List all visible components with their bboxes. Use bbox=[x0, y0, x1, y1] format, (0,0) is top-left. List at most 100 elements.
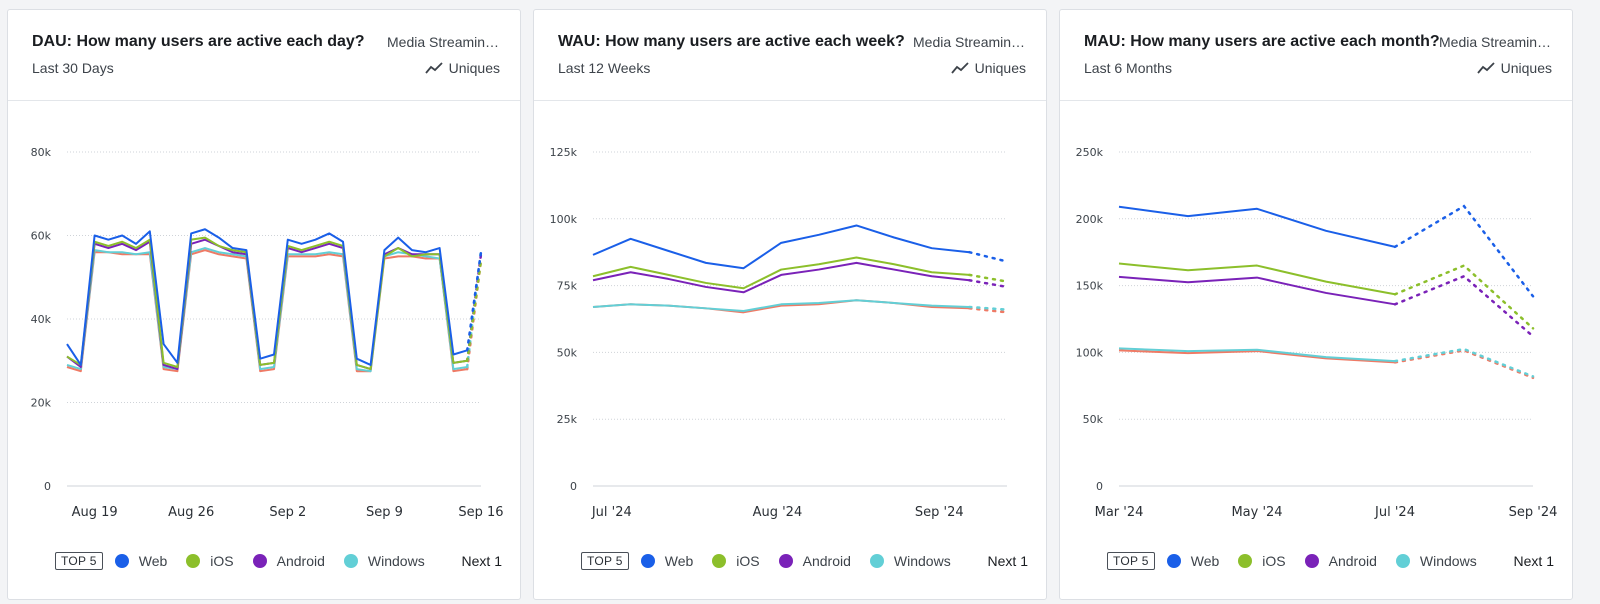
series-line-ios[interactable] bbox=[1118, 262, 1396, 296]
legend-label: Android bbox=[1328, 553, 1377, 569]
y-tick-label: 200k bbox=[1076, 213, 1104, 226]
series-line-windows[interactable] bbox=[66, 247, 468, 373]
y-tick-label: 0 bbox=[570, 480, 577, 493]
series-projection-ios bbox=[465, 259, 483, 362]
series-line-other[interactable] bbox=[592, 299, 970, 314]
legend-dot bbox=[1304, 554, 1319, 568]
metric-selector[interactable]: Uniques bbox=[950, 60, 1026, 76]
series-projection-ios bbox=[1393, 264, 1535, 330]
legend-next-button[interactable]: Next 1 bbox=[987, 553, 1028, 569]
legend-item-android[interactable]: Android bbox=[252, 553, 325, 569]
series-line-windows[interactable] bbox=[1118, 347, 1396, 363]
legend-next-button[interactable]: Next 1 bbox=[461, 553, 502, 569]
legend-item-web[interactable]: Web bbox=[1166, 553, 1220, 569]
wau-card: WAU: How many users are active each week… bbox=[533, 9, 1047, 600]
x-tick-label: Aug '24 bbox=[753, 505, 803, 520]
y-tick-label: 25k bbox=[557, 413, 578, 426]
mau-card: MAU: How many users are active each mont… bbox=[1059, 9, 1573, 600]
card-title[interactable]: DAU: How many users are active each day? bbox=[32, 33, 365, 50]
series-projection-web bbox=[968, 250, 1009, 263]
series-line-ios[interactable] bbox=[592, 256, 970, 290]
metric-selector[interactable]: Uniques bbox=[424, 60, 500, 76]
card-header: WAU: How many users are active each week… bbox=[534, 10, 1046, 101]
legend-label: Android bbox=[802, 553, 851, 569]
x-tick-label: Aug 19 bbox=[72, 505, 118, 520]
y-tick-label: 75k bbox=[557, 280, 578, 293]
series-line-web[interactable] bbox=[1118, 205, 1396, 248]
metric-label: Uniques bbox=[974, 60, 1026, 76]
legend-dot bbox=[1166, 554, 1181, 568]
x-tick-label: Sep '24 bbox=[1509, 505, 1558, 520]
x-tick-label: Sep 2 bbox=[269, 505, 306, 520]
series-line-other[interactable] bbox=[1118, 349, 1396, 364]
metric-selector[interactable]: Uniques bbox=[1476, 60, 1552, 76]
chart-legend: TOP 5 Web iOS Android Windows Next 1 bbox=[581, 550, 1028, 572]
legend-label: Windows bbox=[893, 553, 951, 569]
date-range-label: Last 12 Weeks bbox=[558, 60, 651, 76]
legend-item-windows[interactable]: Windows bbox=[1395, 553, 1477, 569]
y-tick-label: 150k bbox=[1076, 280, 1104, 293]
x-tick-label: Mar '24 bbox=[1095, 505, 1144, 520]
series-line-windows[interactable] bbox=[592, 299, 970, 312]
top5-toggle[interactable]: TOP 5 bbox=[581, 552, 629, 570]
series-line-android[interactable] bbox=[592, 261, 970, 294]
x-tick-label: Aug 26 bbox=[168, 505, 214, 520]
series-line-android[interactable] bbox=[1118, 275, 1396, 306]
line-chart-icon bbox=[950, 62, 969, 74]
legend-label: Web bbox=[1190, 553, 1220, 569]
date-range-label: Last 6 Months bbox=[1084, 60, 1172, 76]
legend-label: iOS bbox=[736, 553, 760, 569]
data-source-label[interactable]: Media Streaming Demo bbox=[913, 34, 1026, 50]
legend-item-android[interactable]: Android bbox=[1304, 553, 1377, 569]
legend-item-android[interactable]: Android bbox=[778, 553, 851, 569]
series-line-other[interactable] bbox=[66, 249, 468, 373]
metric-label: Uniques bbox=[448, 60, 500, 76]
y-tick-label: 50k bbox=[557, 346, 578, 359]
data-source-label[interactable]: Media Streaming Demo bbox=[1439, 34, 1552, 50]
y-tick-label: 50k bbox=[1083, 413, 1104, 426]
chart-legend: TOP 5 Web iOS Android Windows Next 1 bbox=[1107, 550, 1554, 572]
series-line-ios[interactable] bbox=[66, 236, 468, 371]
y-tick-label: 250k bbox=[1076, 146, 1104, 159]
card-title[interactable]: MAU: How many users are active each mont… bbox=[1084, 33, 1440, 50]
x-tick-label: Sep 16 bbox=[458, 505, 503, 520]
top5-toggle[interactable]: TOP 5 bbox=[1107, 552, 1155, 570]
legend-item-windows[interactable]: Windows bbox=[869, 553, 951, 569]
data-source-label[interactable]: Media Streaming Demo bbox=[387, 34, 500, 50]
legend-label: Windows bbox=[367, 553, 425, 569]
legend-item-web[interactable]: Web bbox=[114, 553, 168, 569]
x-tick-label: May '24 bbox=[1231, 505, 1282, 520]
legend-item-ios[interactable]: iOS bbox=[1238, 553, 1286, 569]
card-header: DAU: How many users are active each day?… bbox=[8, 10, 520, 101]
series-line-web[interactable] bbox=[66, 228, 468, 366]
legend-dot bbox=[252, 554, 267, 568]
y-tick-label: 80k bbox=[31, 146, 52, 159]
legend-item-windows[interactable]: Windows bbox=[343, 553, 425, 569]
series-line-android[interactable] bbox=[66, 238, 468, 371]
legend-dot bbox=[778, 554, 793, 568]
y-tick-label: 0 bbox=[44, 480, 51, 493]
legend-label: Web bbox=[138, 553, 168, 569]
card-title[interactable]: WAU: How many users are active each week… bbox=[558, 33, 905, 50]
wau-chart: 0 25k 50k 75k 100k 125k Jul '24 Aug '24 Sep '24 bbox=[550, 146, 1009, 520]
legend-label: iOS bbox=[210, 553, 234, 569]
top5-toggle[interactable]: TOP 5 bbox=[55, 552, 103, 570]
y-tick-label: 125k bbox=[550, 146, 578, 159]
legend-dot bbox=[343, 554, 358, 568]
y-tick-label: 0 bbox=[1096, 480, 1103, 493]
chart-legend: TOP 5 Web iOS Android Windows Next 1 bbox=[55, 550, 502, 572]
legend-dot bbox=[640, 554, 655, 568]
legend-item-ios[interactable]: iOS bbox=[186, 553, 234, 569]
x-tick-label: Jul '24 bbox=[1374, 505, 1415, 520]
dau-card: DAU: How many users are active each day?… bbox=[7, 9, 521, 600]
series-projection-other bbox=[968, 307, 1009, 314]
date-range-label: Last 30 Days bbox=[32, 60, 114, 76]
x-tick-label: Jul '24 bbox=[591, 505, 632, 520]
x-tick-label: Sep 9 bbox=[366, 505, 403, 520]
legend-item-ios[interactable]: iOS bbox=[712, 553, 760, 569]
legend-dot bbox=[1395, 554, 1410, 568]
legend-item-web[interactable]: Web bbox=[640, 553, 693, 569]
legend-next-button[interactable]: Next 1 bbox=[1513, 553, 1554, 569]
series-line-web[interactable] bbox=[592, 224, 970, 270]
series-projection-other bbox=[1393, 349, 1535, 380]
